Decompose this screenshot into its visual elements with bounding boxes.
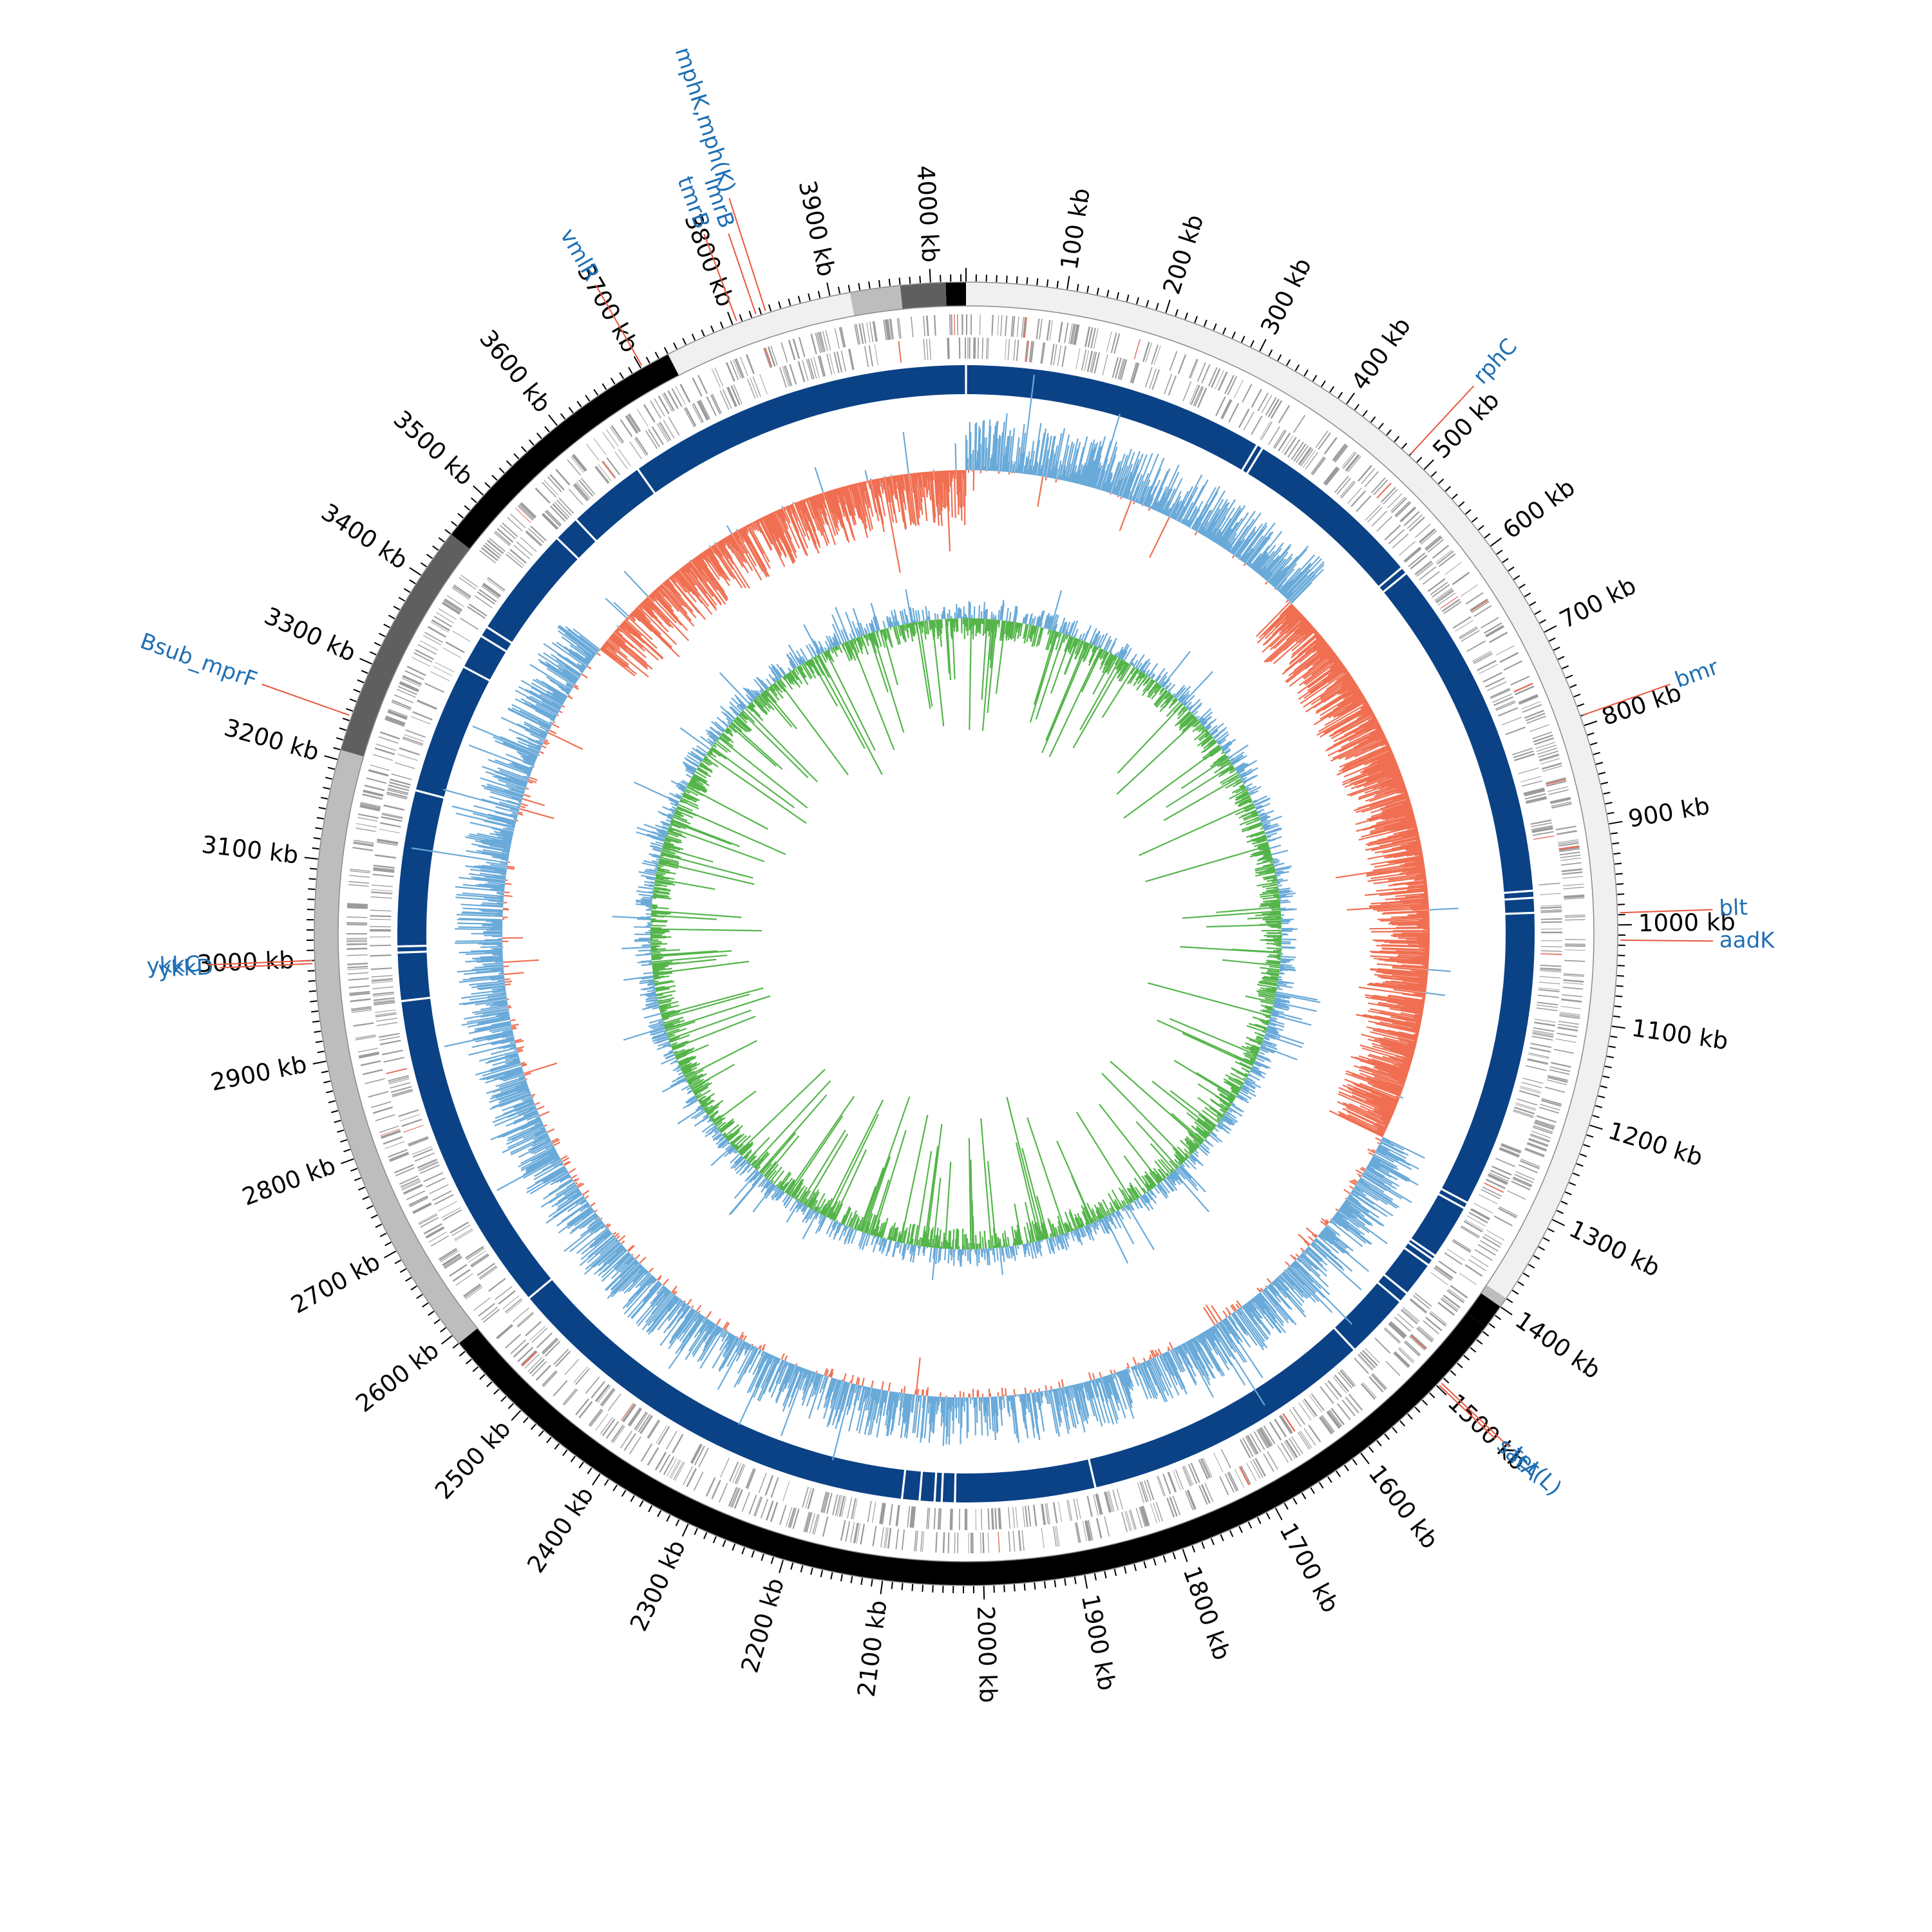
tick-label: 3300 kb	[260, 602, 360, 668]
tick-label: 2600 kb	[350, 1336, 444, 1418]
tick-label: 300 kb	[1255, 254, 1317, 339]
gene-label-line	[261, 683, 350, 716]
tick-label: 2200 kb	[735, 1575, 790, 1676]
gc-skew-positive	[411, 374, 1459, 1461]
outer-ring-border	[314, 281, 1618, 1586]
tick-label: 3500 kb	[388, 405, 479, 491]
tick-label: 2500 kb	[430, 1415, 516, 1505]
tick-label: 1300 kb	[1565, 1215, 1664, 1282]
gene-label-line	[1410, 385, 1475, 455]
gene-label-line	[1441, 1383, 1510, 1448]
gene-label-line	[206, 960, 312, 966]
tick-label: 1400 kb	[1510, 1306, 1605, 1385]
gene-label-line	[220, 963, 313, 969]
gc-skew-negative	[502, 469, 1430, 1398]
gc-content-track	[612, 589, 1321, 1280]
gene-label: ykkD	[158, 954, 214, 983]
tick-label: 3600 kb	[474, 325, 556, 417]
contig-ring	[397, 365, 1535, 1502]
contig-blocks	[397, 365, 1535, 1502]
tick-label: 1600 kb	[1363, 1460, 1444, 1554]
tick-label: 3100 kb	[200, 831, 300, 869]
inner-ring-border	[337, 305, 1595, 1562]
tick-label: 2300 kb	[625, 1536, 691, 1636]
ring-segment-4	[314, 750, 478, 1343]
gene-label-line	[595, 285, 643, 366]
tick-label: 400 kb	[1346, 312, 1416, 395]
gene-label: mphK,mph(K)	[670, 44, 741, 195]
tick-label: 900 kb	[1626, 791, 1712, 833]
gene-label: bmr	[1672, 654, 1722, 694]
tick-label: 4000 kb	[911, 165, 944, 263]
tick-label: 1800 kb	[1178, 1563, 1236, 1664]
gc-content-above	[612, 589, 1321, 1280]
tick-label: 2100 kb	[853, 1598, 893, 1698]
tick-label: 3200 kb	[221, 714, 322, 766]
ring-segment-7	[668, 292, 855, 375]
gene-label: rphC	[1468, 334, 1522, 389]
cds-marked-features	[380, 314, 1580, 1553]
tick-label: 200 kb	[1158, 211, 1209, 298]
ring-segment-8	[849, 285, 903, 316]
tick-label: 2000 kb	[972, 1605, 1002, 1703]
tick-label: 700 kb	[1555, 571, 1641, 634]
tick-label: 1700 kb	[1274, 1519, 1344, 1617]
gene-label-line	[728, 198, 766, 312]
gene-label-line	[703, 234, 737, 321]
tick-label: 100 kb	[1056, 186, 1095, 271]
tick-label: 1900 kb	[1076, 1592, 1121, 1692]
tick-label: 500 kb	[1427, 386, 1504, 464]
gene-label-line	[1620, 939, 1713, 942]
gene-label-line	[1439, 1385, 1496, 1439]
ring-segment-5	[341, 534, 470, 757]
gc-skew-track	[411, 374, 1459, 1461]
tick-label: 1000 kb	[1638, 908, 1736, 937]
gene-label-line	[1582, 683, 1671, 716]
gene-label-line	[728, 233, 757, 315]
tick-label: 1100 kb	[1630, 1014, 1730, 1056]
gene-label: vmlR	[554, 224, 605, 285]
ring-segment-3	[459, 1312, 1486, 1586]
tick-label: 1200 kb	[1605, 1117, 1706, 1171]
scale-ticks	[300, 268, 1632, 1600]
gene-label-line	[1620, 909, 1713, 914]
ring-segment-6	[451, 354, 679, 549]
tick-label: 2900 kb	[209, 1050, 309, 1097]
tick-label: 600 kb	[1498, 473, 1580, 544]
ring-segment-0	[966, 282, 1618, 1299]
tick-label: 2400 kb	[522, 1482, 599, 1578]
gene-label: blt	[1719, 895, 1748, 921]
gc-content-below	[650, 618, 1282, 1250]
gene-label: aadK	[1719, 927, 1776, 954]
tick-label: 2800 kb	[238, 1151, 339, 1211]
ring-segment-1	[1481, 1285, 1506, 1307]
gene-label: ykkC	[146, 951, 201, 979]
gene-labels: rphCbmrbltaadKtet(L)satAykkDykkCBsub_mpr…	[137, 44, 1776, 1501]
tick-label: 2700 kb	[287, 1247, 385, 1319]
contig-shading-ring	[314, 281, 1618, 1586]
ring-segment-10	[945, 282, 966, 307]
tick-label: 3900 kb	[793, 178, 841, 279]
ring-segment-9	[900, 282, 947, 309]
tick-label: 3400 kb	[316, 498, 413, 575]
gene-label: Bsub_mprF	[137, 629, 260, 694]
